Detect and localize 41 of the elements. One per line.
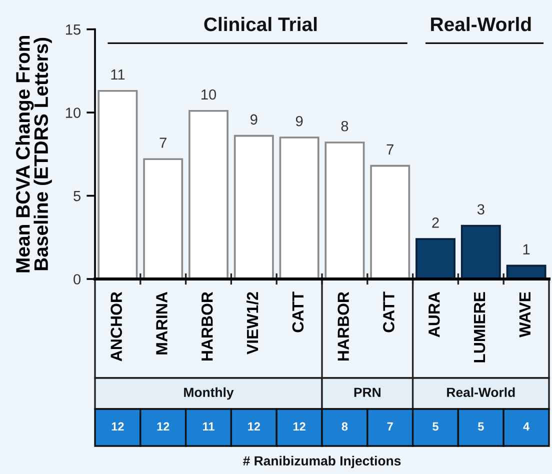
annotation: Real-World <box>431 16 531 32</box>
text: Monthly <box>184 387 234 400</box>
text: 12 <box>112 422 124 431</box>
x-tick-label: LUMIERE <box>474 292 486 362</box>
data-label: 11 <box>111 70 125 80</box>
text: # Ranibizumab Injections <box>243 456 401 468</box>
text: 12 <box>157 422 170 431</box>
x-tick-label: CATT <box>292 292 304 332</box>
text: 12 <box>293 422 306 431</box>
text: PRN <box>354 388 380 397</box>
y-tick-label: 5 <box>74 191 80 202</box>
text: 5 <box>432 422 438 431</box>
x-tick-label: HARBOR <box>338 292 349 361</box>
x-tick-label: VIEW1/2 <box>246 292 258 354</box>
x-tick-label: HARBOR <box>201 292 213 361</box>
y-tick-label: 10 <box>66 108 81 118</box>
text: 8 <box>342 422 348 431</box>
data-label: 2 <box>432 218 439 228</box>
data-label: 9 <box>296 116 303 126</box>
data-label: 8 <box>341 120 348 132</box>
x-tick-label: CATT <box>383 292 394 332</box>
y-axis-title: Mean BCVA Change From Baseline (ETDRS Letters) <box>16 36 52 272</box>
x-tick-label: WAVE <box>519 292 530 338</box>
x-tick-label: AURA <box>428 292 440 338</box>
text: 5 <box>478 422 484 431</box>
data-label: 1 <box>523 244 530 254</box>
y-tick-label: 15 <box>66 24 80 35</box>
x-tick-label: MARINA <box>156 292 168 354</box>
text: 7 <box>387 422 393 431</box>
data-label: 3 <box>477 204 484 215</box>
data-label: 7 <box>386 144 394 154</box>
text: Real-World <box>447 387 515 398</box>
data-label: 10 <box>202 89 216 100</box>
data-label: 7 <box>160 138 166 148</box>
annotation: Clinical Trial <box>204 16 317 32</box>
text: 4 <box>523 422 530 431</box>
x-tick-label: ANCHOR <box>110 292 122 362</box>
text: 12 <box>248 422 260 431</box>
text: 11 <box>203 422 214 431</box>
data-label: 9 <box>250 114 258 125</box>
y-tick-label: 0 <box>74 274 81 284</box>
